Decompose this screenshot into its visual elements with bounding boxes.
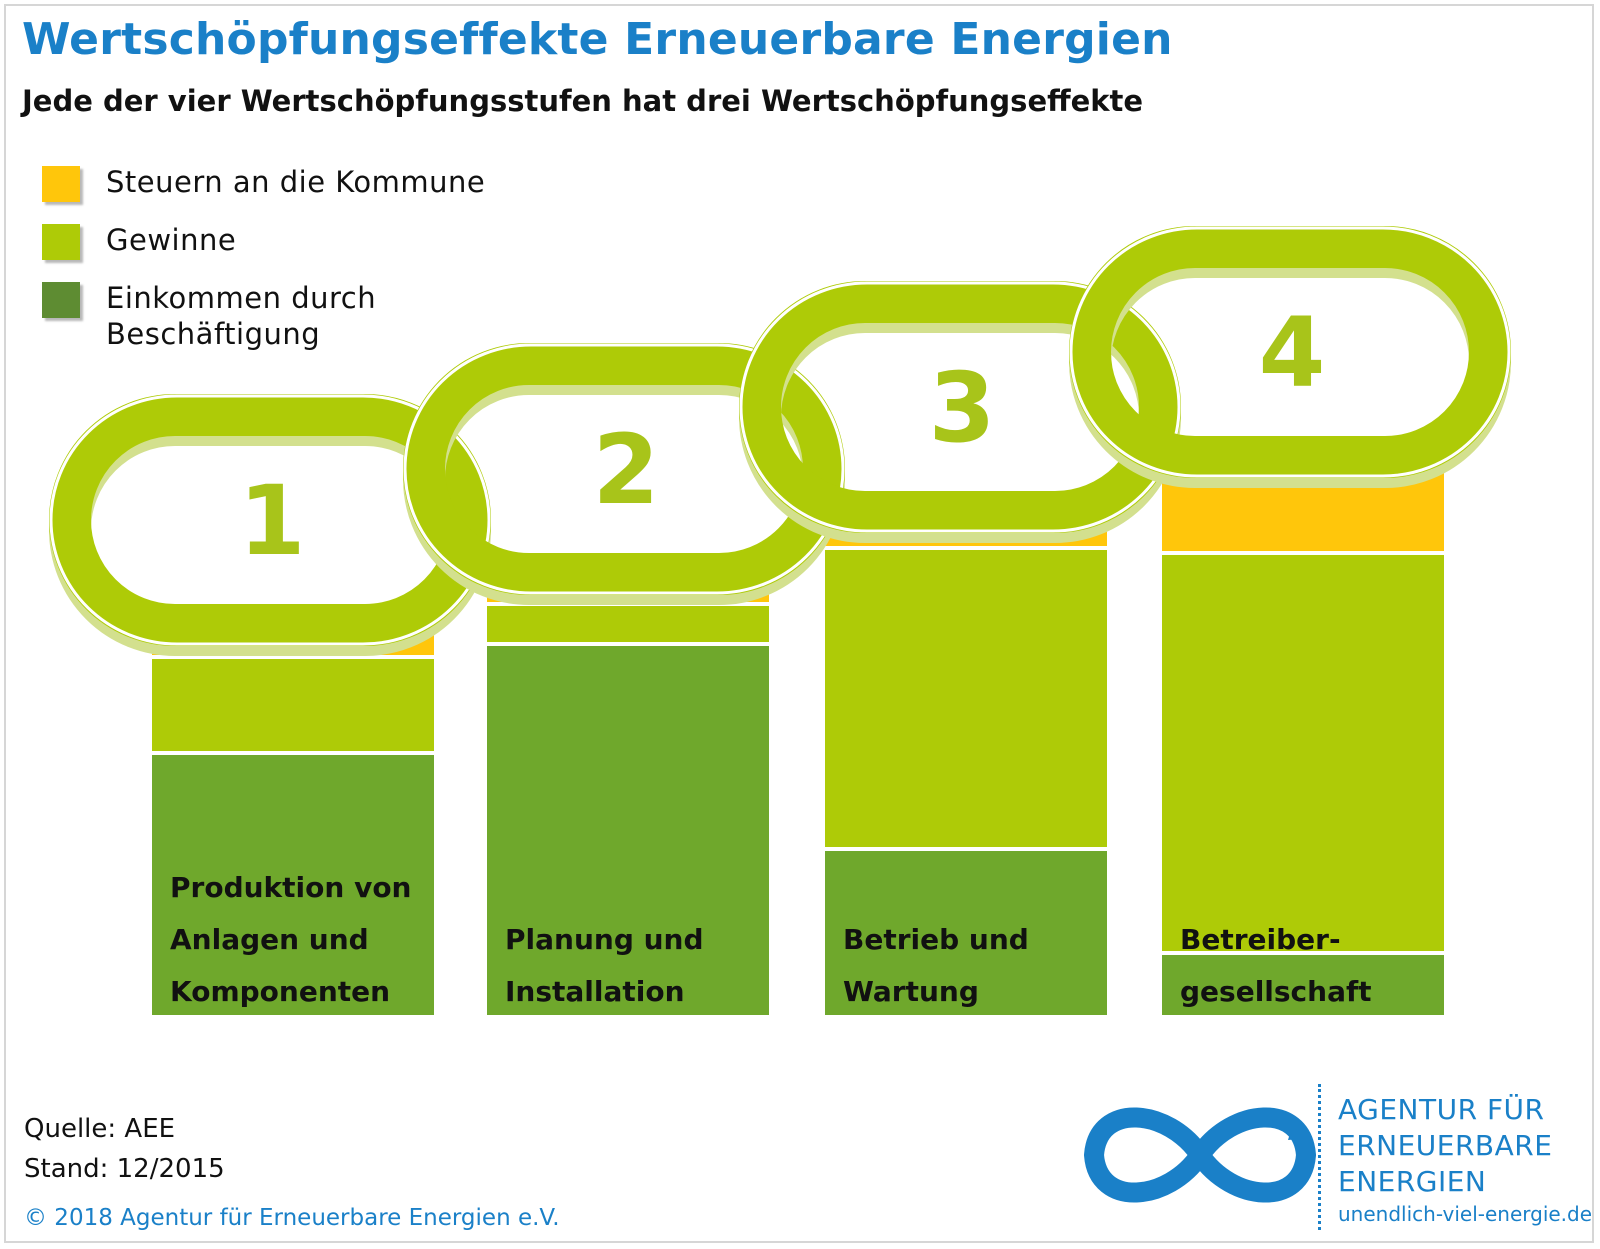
bar-4-einkommen xyxy=(1162,953,1444,1015)
ring-number-2: 2 xyxy=(593,414,660,526)
logo-url: unendlich-viel-energie.de xyxy=(1338,1202,1593,1226)
infinity-icon xyxy=(1084,1107,1316,1203)
category-label-3-line-1: Betrieb und xyxy=(843,923,1029,956)
bars: Produktion von Anlagen und Komponenten Plan… xyxy=(152,465,1444,1015)
bar-1-gewinne xyxy=(152,657,434,753)
chain-ring-1-outline xyxy=(49,394,491,646)
category-label-2-line-1: Planung und xyxy=(505,923,704,956)
bar-4-gewinne xyxy=(1162,553,1444,953)
category-label-3-line-2: Wartung xyxy=(843,975,979,1008)
bar-1: Produktion von Anlagen und Komponenten xyxy=(152,633,434,1015)
chain-ring-3: 3 xyxy=(739,281,1181,543)
segment-divider xyxy=(487,642,769,646)
category-label-4-line-1: Betreiber- xyxy=(1180,923,1341,956)
chain-ring-4-outline xyxy=(1069,226,1511,478)
segment-divider xyxy=(825,847,1107,851)
segment-divider xyxy=(825,546,1107,550)
chain-ring-4: 4 xyxy=(1069,226,1511,488)
bar-3-gewinne xyxy=(825,548,1107,849)
bar-3-einkommen xyxy=(825,849,1107,1015)
category-label-1-line-1: Produktion von xyxy=(170,871,412,904)
legend-label-einkommen: Einkommen durch Beschäftigung xyxy=(106,281,377,351)
segment-divider xyxy=(152,655,434,659)
date-note: Stand: 12/2015 xyxy=(24,1154,225,1184)
source-note: Quelle: AEE xyxy=(24,1114,176,1144)
chain-ring-1-band xyxy=(49,394,491,646)
bar-1-einkommen xyxy=(152,753,434,1015)
chain-ring-4-band xyxy=(1069,226,1511,478)
legend-swatch-steuern xyxy=(42,166,80,202)
logo-line-2: ERNEUERBARE xyxy=(1338,1129,1553,1162)
ring-number-4: 4 xyxy=(1259,297,1326,409)
logo-line-1: AGENTUR FÜR xyxy=(1338,1093,1545,1126)
page-title: Wertschöpfungseffekte Erneuerbare Energi… xyxy=(22,14,1173,65)
category-label-1-line-2: Anlagen und xyxy=(170,923,369,956)
legend-label-gewinne: Gewinne xyxy=(106,223,237,257)
chain-ring-2-outline xyxy=(403,343,845,595)
logo-line-3: ENERGIEN xyxy=(1338,1165,1487,1198)
logo-divider xyxy=(1318,1084,1321,1230)
legend-label-steuern: Steuern an die Kommune xyxy=(106,165,486,199)
page-subtitle: Jede der vier Wertschöpfungsstufen hat d… xyxy=(22,84,1144,118)
legend-swatch-einkommen xyxy=(42,282,80,318)
chain-ring-3-outline xyxy=(739,281,1181,533)
chain-ring-1: 1 xyxy=(49,394,491,656)
chain-rings: 1 2 3 4 xyxy=(49,226,1511,656)
bar-2: Planung und Installation xyxy=(487,582,769,1015)
segment-divider xyxy=(1162,551,1444,555)
bar-2-einkommen xyxy=(487,644,769,1015)
chain-ring-3-band xyxy=(739,281,1181,533)
ring-number-3: 3 xyxy=(929,352,996,464)
category-label-1-line-3: Komponenten xyxy=(170,975,390,1008)
ring-number-1: 1 xyxy=(239,465,306,577)
legend-swatch-gewinne xyxy=(42,224,80,260)
bar-3: Betrieb und Wartung xyxy=(825,520,1107,1015)
bar-2-gewinne xyxy=(487,604,769,644)
graphic-frame xyxy=(4,4,1594,1243)
copyright-note: © 2018 Agentur für Erneuerbare Energien … xyxy=(24,1205,560,1231)
segment-divider xyxy=(1162,951,1444,955)
category-label-2-line-2: Installation xyxy=(505,975,685,1008)
segment-divider xyxy=(152,751,434,755)
bar-4: Betreiber-gesellschaft xyxy=(1162,465,1444,1015)
chain-ring-2-band xyxy=(403,343,845,595)
category-label-4-line-2: gesellschaft xyxy=(1180,975,1372,1008)
chain-ring-2: 2 xyxy=(403,343,845,605)
